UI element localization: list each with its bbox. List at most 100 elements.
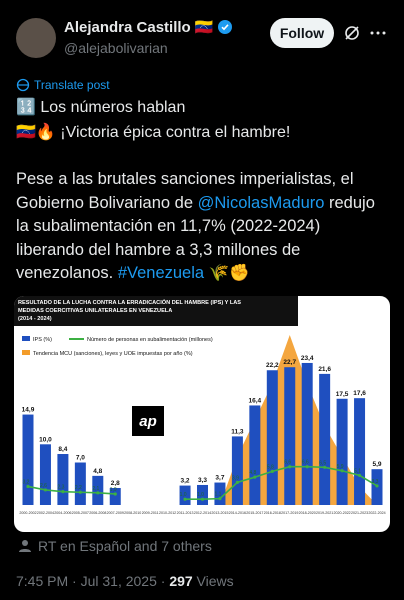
x-tick-label: 2014-2016 bbox=[229, 511, 246, 515]
x-tick-label: 2008-2010 bbox=[124, 511, 141, 515]
follow-button[interactable]: Follow bbox=[270, 18, 334, 48]
reposts[interactable]: RT en Español and 7 others bbox=[38, 538, 212, 554]
line-point bbox=[375, 484, 379, 488]
grok-icon[interactable] bbox=[343, 24, 361, 42]
translate-link[interactable]: Translate post bbox=[34, 78, 110, 92]
x-tick-label: 2006-2008 bbox=[89, 511, 106, 515]
bar bbox=[266, 370, 278, 505]
legend-label: IPS (%) bbox=[33, 337, 52, 343]
bar bbox=[197, 484, 208, 505]
line-label: 2,1 bbox=[92, 486, 99, 492]
bar-label: 21,6 bbox=[318, 366, 331, 373]
x-tick-label: 2004-2006 bbox=[54, 511, 71, 515]
x-tick-label: 2016-2018 bbox=[264, 511, 281, 515]
author[interactable]: Alejandra Castillo 🇻🇪 bbox=[64, 18, 232, 36]
x-tick-label: 2002-2004 bbox=[37, 511, 54, 515]
bar-label: 22,7 bbox=[283, 359, 296, 366]
bar bbox=[249, 405, 261, 505]
watermark-box bbox=[132, 406, 164, 436]
x-tick-label: 2007-2009 bbox=[107, 511, 124, 515]
line-label: 4,8 bbox=[249, 470, 256, 476]
translate-icon bbox=[16, 78, 30, 92]
bar bbox=[301, 362, 313, 505]
line-label: 6,5 bbox=[319, 460, 326, 466]
link[interactable]: #Venezuela bbox=[117, 264, 205, 282]
line-label: 5,1 bbox=[354, 468, 361, 474]
legend-swatch bbox=[22, 350, 30, 355]
views-label: Views bbox=[192, 573, 234, 589]
bar-label: 17,5 bbox=[336, 391, 349, 398]
line-point bbox=[78, 490, 82, 494]
line-label: 6,6 bbox=[302, 460, 309, 466]
line-point bbox=[288, 465, 292, 469]
x-tick-label: 2000-2002 bbox=[19, 511, 36, 515]
x-tick-label: 2009-2011 bbox=[142, 511, 159, 515]
x-tick-label: 2011-2013 bbox=[177, 511, 194, 515]
legend-label: Número de personas en subalimentación (m… bbox=[87, 337, 213, 343]
bar-label: 23,4 bbox=[301, 355, 314, 362]
x-tick-label: 2022-2024 bbox=[368, 511, 385, 515]
line-label: 3,9 bbox=[232, 475, 239, 481]
chart-image[interactable]: RESULTADO DE LA LUCHA CONTRA LA ERRADICA… bbox=[14, 296, 390, 532]
x-tick-label: 2013-2015 bbox=[211, 511, 228, 515]
x-tick-label: 2019-2021 bbox=[316, 511, 333, 515]
post-line: 🇻🇪🔥 ¡Victoria épica contra el hambre! bbox=[16, 124, 291, 141]
link[interactable]: @NicolasMaduro bbox=[197, 193, 325, 212]
avatar[interactable] bbox=[16, 18, 56, 58]
line-label: 1,0 bbox=[197, 492, 204, 498]
line-label: 2,3 bbox=[57, 485, 64, 491]
line-label: 6,6 bbox=[284, 460, 291, 466]
line-point bbox=[113, 492, 117, 496]
chart-title: (2014 - 2024) bbox=[18, 316, 52, 322]
bar bbox=[22, 414, 34, 505]
line bbox=[185, 465, 378, 500]
bar bbox=[109, 488, 121, 505]
more-icon[interactable] bbox=[370, 30, 386, 36]
time[interactable]: 7:45 PM · Jul 31, 2025 · bbox=[16, 573, 170, 589]
bar-label: 2,8 bbox=[111, 480, 120, 487]
text: redujo la subalimentación en 11,7% (2022… bbox=[16, 193, 375, 283]
bar-label: 11,3 bbox=[231, 428, 244, 435]
line-label: 5,9 bbox=[337, 464, 344, 470]
line-point bbox=[218, 497, 222, 501]
line-point bbox=[26, 484, 30, 489]
x-tick-label: 2005-2007 bbox=[72, 511, 89, 515]
line-point bbox=[200, 497, 205, 501]
trend-area bbox=[219, 335, 377, 505]
bar-label: 14,9 bbox=[22, 407, 35, 414]
handle[interactable]: @alejabolivarian bbox=[64, 40, 168, 56]
bar bbox=[214, 482, 226, 505]
bar bbox=[231, 436, 243, 505]
bar-label: 16,4 bbox=[249, 397, 262, 404]
legend-label: Tendencia MCU (sanciones), leyes y UOE i… bbox=[33, 351, 193, 357]
line-point bbox=[357, 473, 362, 478]
bar-label: 5,9 bbox=[372, 461, 381, 468]
x-tick-label: 2012-2014 bbox=[194, 511, 211, 515]
x-tick-label: 2020-2022 bbox=[334, 511, 351, 515]
bar bbox=[74, 462, 86, 505]
line-point bbox=[340, 469, 344, 473]
bar-label: 3,2 bbox=[181, 478, 190, 485]
line-point bbox=[323, 465, 327, 469]
flag: 🇻🇪 bbox=[194, 19, 214, 36]
bar-label: 22,2 bbox=[266, 362, 279, 369]
bar bbox=[39, 444, 51, 505]
post-body: Pese a las brutales sanciones imperialis… bbox=[16, 168, 388, 286]
bar-label: 17,6 bbox=[353, 390, 366, 397]
author-name[interactable]: Alejandra Castillo bbox=[64, 19, 191, 36]
line-point bbox=[43, 488, 48, 492]
chart-title: MEDIDAS COERCITIVAS UNILATERALES EN VENE… bbox=[18, 308, 172, 314]
line-point bbox=[305, 465, 309, 469]
line-point bbox=[183, 497, 187, 501]
bar-label: 7,0 bbox=[76, 455, 85, 462]
bar-label: 8,4 bbox=[58, 446, 67, 453]
views-count: 297 bbox=[169, 573, 193, 589]
line-point bbox=[253, 475, 257, 479]
bar bbox=[284, 367, 296, 505]
chart-title: RESULTADO DE LA LUCHA CONTRA LA ERRADICA… bbox=[18, 298, 241, 306]
line-point bbox=[235, 480, 239, 484]
line-label: 1,9 bbox=[110, 487, 117, 493]
x-tick-label: 2015-2017 bbox=[246, 511, 263, 515]
line-label: 2,6 bbox=[40, 483, 47, 489]
line-point bbox=[96, 491, 100, 495]
